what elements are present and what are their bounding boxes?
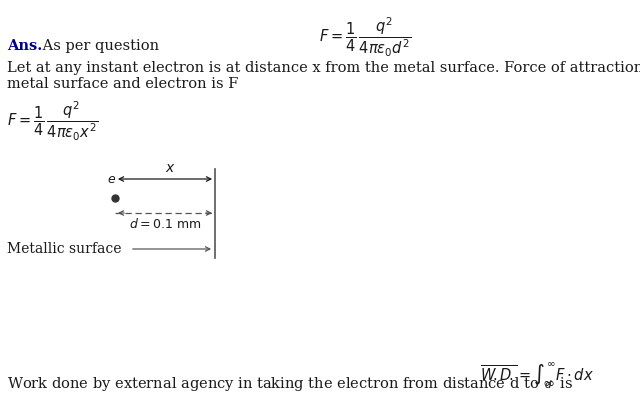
Text: $\overline{W\!.D\!.} = \int_{d}^{\infty} F \cdot dx$: $\overline{W\!.D\!.} = \int_{d}^{\infty}…	[480, 361, 594, 391]
Text: Let at any instant electron is at distance x from the metal surface. Force of at: Let at any instant electron is at distan…	[7, 61, 640, 75]
Text: $x$: $x$	[164, 161, 175, 175]
Text: Metallic surface: Metallic surface	[7, 242, 122, 256]
Text: $F = \dfrac{1}{4}\,\dfrac{q^2}{4\pi\varepsilon_0 x^2}$: $F = \dfrac{1}{4}\,\dfrac{q^2}{4\pi\vare…	[7, 99, 98, 143]
Text: $F = \dfrac{1}{4}\,\dfrac{q^2}{4\pi\varepsilon_0 d^2}$: $F = \dfrac{1}{4}\,\dfrac{q^2}{4\pi\vare…	[319, 15, 411, 59]
Text: Work done by external agency in taking the electron from distance d to $\infty$ : Work done by external agency in taking t…	[7, 375, 573, 393]
Text: As per question: As per question	[38, 39, 159, 53]
Text: $e$: $e$	[108, 173, 116, 186]
Text: Ans.: Ans.	[7, 39, 42, 53]
Text: metal surface and electron is F: metal surface and electron is F	[7, 77, 238, 91]
Text: $d = 0.1\ \mathrm{mm}$: $d = 0.1\ \mathrm{mm}$	[129, 217, 201, 231]
